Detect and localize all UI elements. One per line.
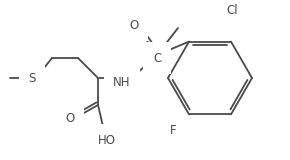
Text: F: F	[170, 124, 176, 136]
Text: C: C	[153, 52, 161, 64]
Text: HO: HO	[98, 133, 116, 147]
Text: O: O	[65, 112, 75, 124]
Text: NH: NH	[113, 76, 131, 88]
Text: O: O	[129, 19, 139, 32]
Text: Cl: Cl	[226, 4, 238, 16]
Text: S: S	[28, 72, 36, 84]
